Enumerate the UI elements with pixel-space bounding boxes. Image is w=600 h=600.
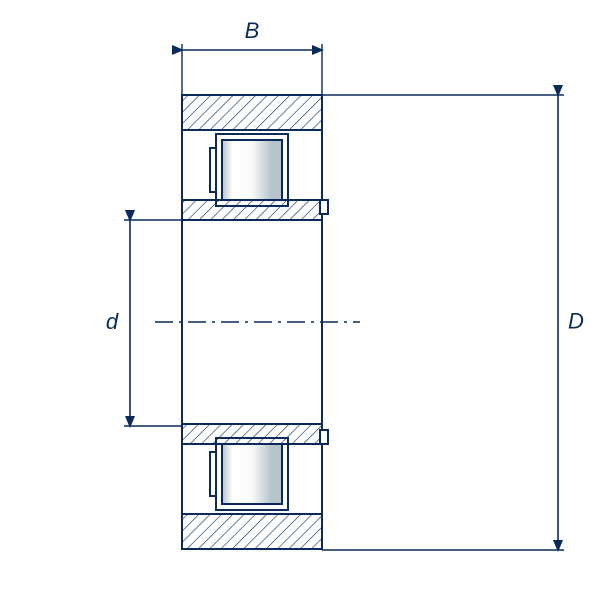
inner-ring-shoulder <box>320 200 328 214</box>
label-D: D <box>568 309 584 334</box>
outer-ring-section <box>182 95 322 130</box>
label-B: B <box>245 18 260 43</box>
roller <box>222 444 282 504</box>
inner-ring-shoulder <box>320 430 328 444</box>
inner-ring-section <box>182 200 322 220</box>
inner-ring-section <box>182 424 322 444</box>
roller <box>222 140 282 200</box>
label-d: d <box>106 309 119 334</box>
outer-ring-section <box>182 514 322 549</box>
